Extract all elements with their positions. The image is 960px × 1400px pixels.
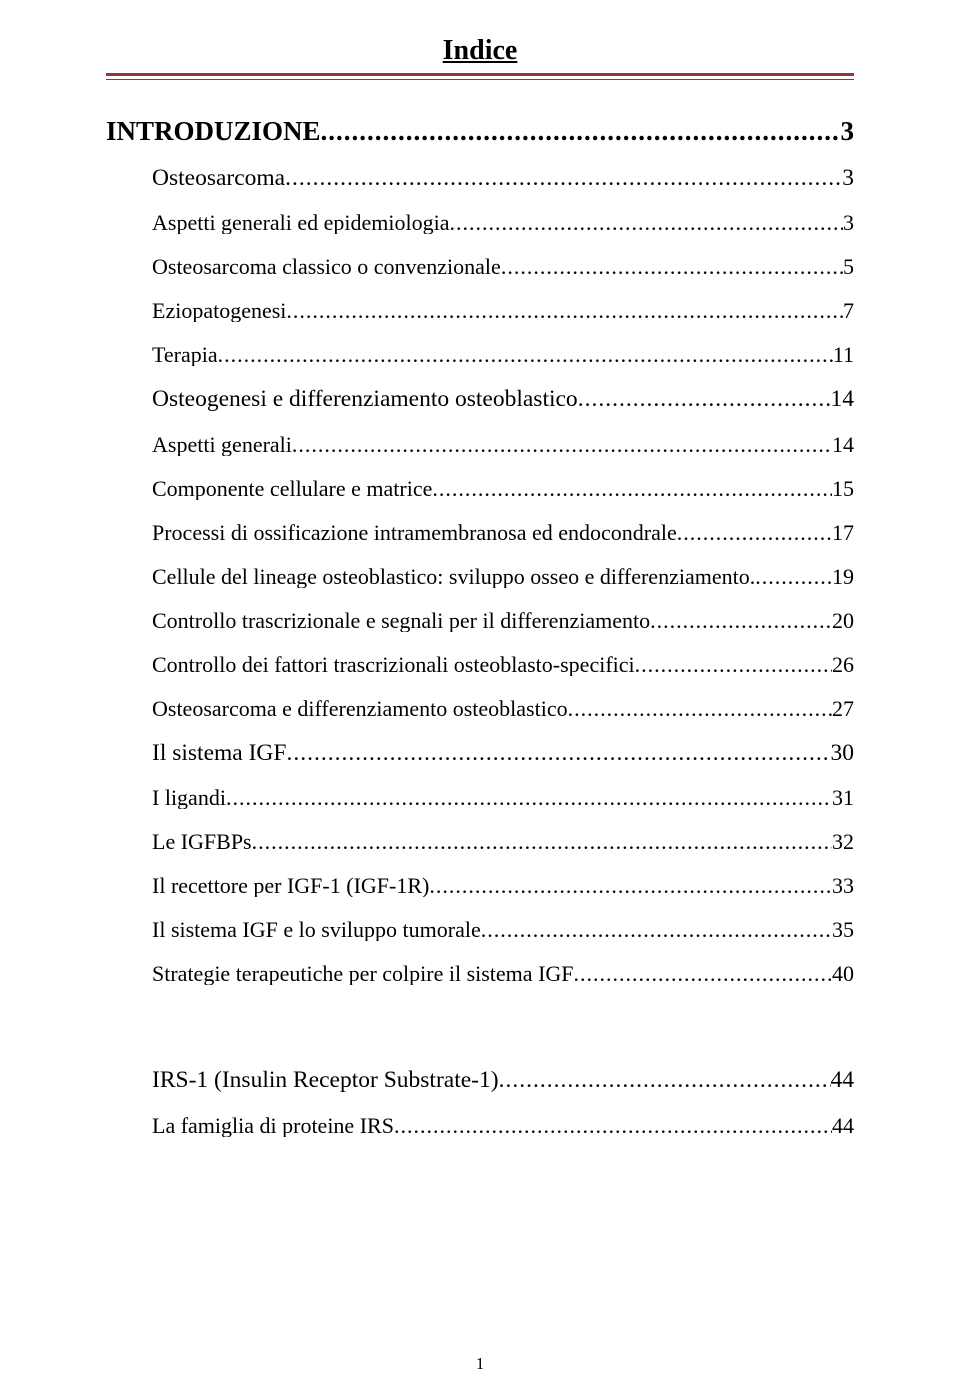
toc-entry-leader: [252, 831, 832, 853]
toc-entry: Processi di ossificazione intramembranos…: [106, 522, 854, 544]
toc-entry-page: 15: [832, 478, 854, 500]
toc-entry-page: 3: [843, 212, 854, 234]
toc-entry-leader: [429, 875, 832, 897]
toc-entry-leader: [432, 478, 832, 500]
title-rule-thin: [106, 79, 854, 80]
toc-entry: Il sistema IGF e lo sviluppo tumorale 35: [106, 919, 854, 941]
toc-entry-page: 7: [843, 300, 854, 322]
toc-entry: Osteosarcoma e differenziamento osteobla…: [106, 698, 854, 720]
toc-entry-leader: [650, 610, 832, 632]
toc-entry: Il sistema IGF 30: [106, 742, 854, 766]
toc-entry-label: Osteosarcoma e differenziamento osteobla…: [152, 698, 568, 720]
toc-entry-page: 44: [832, 1115, 854, 1137]
toc-entry: Controllo trascrizionale e segnali per i…: [106, 610, 854, 632]
toc-entry-label: Aspetti generali ed epidemiologia: [152, 212, 450, 234]
title-rule-thick: [106, 73, 854, 76]
document-page: Indice INTRODUZIONE3Osteosarcoma3Aspetti…: [0, 0, 960, 1400]
toc-entry: Aspetti generali ed epidemiologia 3: [106, 212, 854, 234]
toc-entry-page: 19: [832, 566, 854, 588]
toc-entry-leader: [574, 963, 832, 985]
toc-entry-leader: [285, 167, 842, 191]
toc-entry-label: I ligandi: [152, 787, 226, 809]
toc-entry-page: 20: [832, 610, 854, 632]
toc-entry-page: 26: [832, 654, 854, 676]
toc-entry-label: Il recettore per IGF-1 (IGF-1R): [152, 875, 429, 897]
toc-entry-leader: [677, 522, 832, 544]
toc-entry-label: Controllo trascrizionale e segnali per i…: [152, 610, 650, 632]
table-of-contents: INTRODUZIONE3Osteosarcoma3Aspetti genera…: [106, 118, 854, 1137]
toc-entry-label: Il sistema IGF: [152, 742, 286, 766]
toc-entry-leader: [218, 344, 833, 366]
toc-entry: La famiglia di proteine IRS 44: [106, 1115, 854, 1137]
toc-entry-leader: [499, 1069, 831, 1093]
toc-entry-page: 32: [832, 831, 854, 853]
toc-entry-page: 14: [832, 434, 854, 456]
toc-entry: Cellule del lineage osteoblastico: svilu…: [106, 566, 854, 588]
toc-entry: Aspetti generali 14: [106, 434, 854, 456]
toc-entry-page: 5: [843, 256, 854, 278]
toc-entry-leader: [286, 742, 830, 766]
toc-entry-label: Le IGFBPs: [152, 831, 252, 853]
toc-entry: Osteogenesi e differenziamento osteoblas…: [106, 388, 854, 412]
toc-entry-leader: [578, 388, 831, 412]
toc-entry: Le IGFBPs 32: [106, 831, 854, 853]
toc-entry: Controllo dei fattori trascrizionali ost…: [106, 654, 854, 676]
toc-entry-page: 40: [832, 963, 854, 985]
toc-entry-label: Processi di ossificazione intramembranos…: [152, 522, 677, 544]
toc-entry-leader: [226, 787, 832, 809]
toc-entry-page: 11: [833, 344, 854, 366]
toc-entry-leader: [450, 212, 843, 234]
toc-entry-label: Osteosarcoma classico o convenzionale: [152, 256, 501, 278]
toc-entry-label: Cellule del lineage osteoblastico: svilu…: [152, 566, 755, 588]
toc-entry-label: Strategie terapeutiche per colpire il si…: [152, 963, 574, 985]
toc-entry-label: La famiglia di proteine IRS: [152, 1115, 394, 1137]
toc-entry-leader: [321, 118, 841, 145]
toc-entry-leader: [481, 919, 832, 941]
toc-title: Indice: [106, 35, 854, 67]
toc-entry: Osteosarcoma classico o convenzionale 5: [106, 256, 854, 278]
toc-entry-page: 31: [832, 787, 854, 809]
toc-entry-label: IRS-1 (Insulin Receptor Substrate-1): [152, 1069, 499, 1093]
toc-entry-label: Componente cellulare e matrice: [152, 478, 432, 500]
toc-entry-label: Eziopatogenesi: [152, 300, 286, 322]
toc-entry-page: 3: [842, 167, 854, 191]
toc-entry: I ligandi 31: [106, 787, 854, 809]
toc-entry: Il recettore per IGF-1 (IGF-1R) 33: [106, 875, 854, 897]
page-number: 1: [0, 1354, 960, 1374]
toc-entry-page: 30: [831, 742, 855, 766]
toc-entry-leader: [568, 698, 832, 720]
toc-entry: INTRODUZIONE 3: [106, 118, 854, 145]
toc-entry-label: Controllo dei fattori trascrizionali ost…: [152, 654, 635, 676]
toc-entry-leader: [394, 1115, 832, 1137]
toc-entry-label: Osteogenesi e differenziamento osteoblas…: [152, 388, 578, 412]
toc-entry: Terapia 11: [106, 344, 854, 366]
toc-entry-label: Aspetti generali: [152, 434, 292, 456]
toc-entry: Componente cellulare e matrice 15: [106, 478, 854, 500]
toc-entry-label: Il sistema IGF e lo sviluppo tumorale: [152, 919, 481, 941]
toc-entry-leader: [501, 256, 843, 278]
toc-entry-label: Terapia: [152, 344, 218, 366]
toc-entry-leader: [286, 300, 843, 322]
toc-entry: Strategie terapeutiche per colpire il si…: [106, 963, 854, 985]
toc-entry-page: 14: [831, 388, 855, 412]
toc-entry: Eziopatogenesi 7: [106, 300, 854, 322]
toc-entry-label: Osteosarcoma: [152, 167, 285, 191]
toc-entry: IRS-1 (Insulin Receptor Substrate-1) 44: [106, 1069, 854, 1093]
toc-entry-page: 35: [832, 919, 854, 941]
toc-entry-page: 27: [832, 698, 854, 720]
toc-entry-page: 33: [832, 875, 854, 897]
toc-entry-leader: [292, 434, 832, 456]
toc-entry-page: 17: [832, 522, 854, 544]
toc-entry-leader: [755, 566, 832, 588]
toc-entry-label: INTRODUZIONE: [106, 118, 321, 145]
toc-entry: Osteosarcoma 3: [106, 167, 854, 191]
toc-entry-leader: [635, 654, 832, 676]
toc-entry-page: 3: [841, 118, 855, 145]
toc-entry-page: 44: [831, 1069, 855, 1093]
